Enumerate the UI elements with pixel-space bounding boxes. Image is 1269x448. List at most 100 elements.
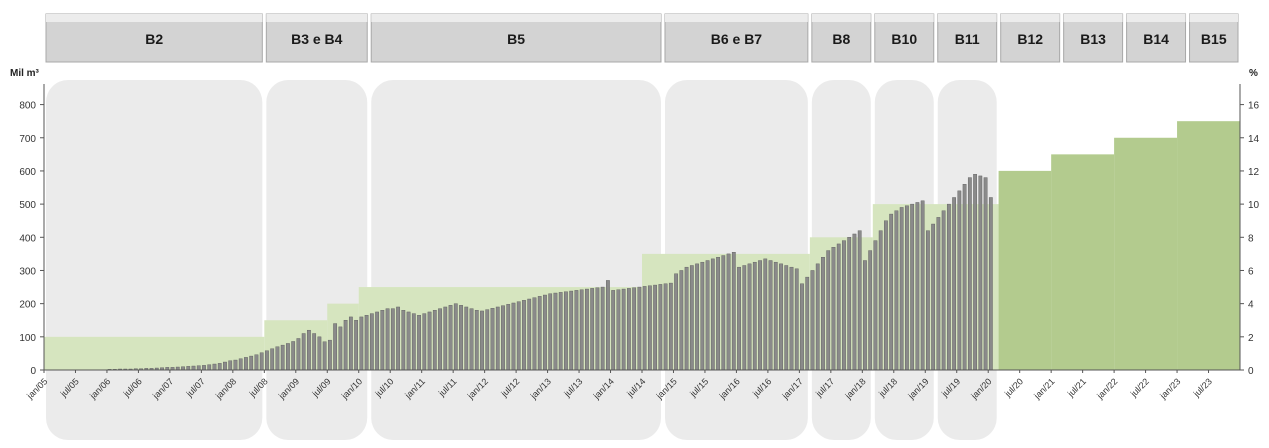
bar bbox=[815, 263, 820, 371]
y-left-tick-label: 300 bbox=[19, 266, 36, 277]
y-left-tick-label: 600 bbox=[19, 167, 36, 178]
x-tick-label: jul/21 bbox=[1065, 376, 1088, 399]
bar bbox=[411, 313, 416, 371]
bar bbox=[590, 288, 595, 371]
bar bbox=[863, 260, 867, 371]
bar bbox=[957, 190, 962, 371]
bar bbox=[375, 311, 379, 371]
bar bbox=[448, 305, 453, 371]
bar bbox=[286, 343, 290, 371]
bar bbox=[307, 329, 311, 371]
bar bbox=[721, 255, 726, 371]
phase-label: B6 e B7 bbox=[711, 31, 763, 47]
bar bbox=[731, 252, 736, 371]
bar bbox=[202, 365, 206, 371]
bar bbox=[663, 283, 668, 371]
bar bbox=[899, 207, 904, 371]
bar bbox=[857, 230, 862, 371]
bar bbox=[275, 346, 280, 371]
bar bbox=[800, 283, 804, 371]
bar bbox=[873, 240, 878, 371]
bar bbox=[259, 352, 264, 371]
bar bbox=[432, 310, 437, 371]
phase-label: B11 bbox=[955, 31, 980, 47]
bar bbox=[920, 200, 925, 371]
y-left-tick-label: 0 bbox=[30, 366, 36, 377]
bar bbox=[390, 308, 395, 371]
bar bbox=[312, 333, 317, 371]
bar bbox=[553, 292, 558, 371]
bar bbox=[847, 237, 852, 371]
y-right-tick-label: 14 bbox=[1248, 134, 1260, 145]
y-left-tick-label: 100 bbox=[19, 333, 36, 344]
bar bbox=[763, 258, 768, 371]
bar bbox=[485, 309, 490, 371]
y-left-tick-label: 400 bbox=[19, 233, 36, 244]
phase-headers: B2 B3 e B4 B5 B6 e B7 B8 B10 B11 B12 B13 B14 B15 bbox=[45, 13, 1239, 63]
bar bbox=[716, 257, 720, 371]
bar bbox=[532, 297, 537, 371]
bar bbox=[244, 357, 248, 371]
bar bbox=[695, 263, 699, 371]
y-left-tick-label: 200 bbox=[19, 300, 36, 311]
bar bbox=[978, 175, 983, 371]
x-tick-label: jan/05 bbox=[24, 376, 49, 401]
y-right-tick-label: 8 bbox=[1248, 233, 1254, 244]
bar bbox=[453, 303, 458, 371]
step-segment bbox=[872, 204, 999, 370]
phase-box-highlight bbox=[371, 14, 661, 22]
bar bbox=[952, 197, 956, 371]
x-tick-label: jul/22 bbox=[1128, 376, 1151, 399]
bar bbox=[726, 253, 731, 371]
bar bbox=[962, 184, 967, 371]
y-right-tick-label: 4 bbox=[1248, 300, 1254, 311]
bar bbox=[642, 286, 647, 371]
step-segment bbox=[358, 287, 642, 370]
bar bbox=[868, 250, 873, 371]
bar bbox=[522, 300, 526, 371]
bar bbox=[511, 302, 516, 371]
bar bbox=[768, 260, 773, 371]
bar bbox=[810, 270, 815, 371]
bar bbox=[480, 310, 484, 371]
bar bbox=[700, 261, 705, 371]
phase-label: B14 bbox=[1143, 31, 1169, 47]
phase-box-highlight bbox=[874, 14, 934, 22]
step-segment bbox=[998, 170, 1052, 370]
x-tick-label: jan/21 bbox=[1031, 376, 1056, 401]
bar bbox=[595, 287, 600, 371]
bar bbox=[684, 266, 689, 371]
bar bbox=[495, 306, 500, 371]
y-right-tick-label: 16 bbox=[1248, 101, 1260, 112]
y-left-tick-label: 800 bbox=[19, 101, 36, 112]
phase-label: B2 bbox=[145, 31, 163, 47]
bar bbox=[821, 257, 825, 371]
phase-box-highlight bbox=[1189, 14, 1238, 22]
bar bbox=[574, 290, 579, 371]
y-left-unit: Mil m³ bbox=[10, 68, 40, 79]
bar bbox=[343, 320, 348, 371]
bar bbox=[585, 288, 589, 371]
bar bbox=[223, 361, 227, 371]
bar bbox=[752, 261, 757, 371]
bar bbox=[317, 336, 322, 371]
bar bbox=[548, 293, 553, 371]
bar bbox=[333, 323, 338, 371]
bar bbox=[196, 365, 201, 371]
bar bbox=[941, 210, 946, 371]
bar bbox=[674, 273, 678, 371]
bar bbox=[805, 276, 810, 371]
bar bbox=[364, 315, 369, 371]
phase-box-highlight bbox=[46, 14, 263, 22]
bar bbox=[831, 247, 836, 371]
y-right-tick-label: 10 bbox=[1248, 200, 1260, 211]
bar bbox=[889, 213, 894, 371]
bar bbox=[359, 316, 364, 371]
bar bbox=[747, 263, 752, 371]
bar bbox=[611, 290, 616, 371]
bar bbox=[915, 202, 920, 371]
bar bbox=[348, 316, 353, 371]
bar bbox=[758, 260, 762, 371]
bar bbox=[543, 294, 547, 371]
bar bbox=[385, 308, 390, 371]
